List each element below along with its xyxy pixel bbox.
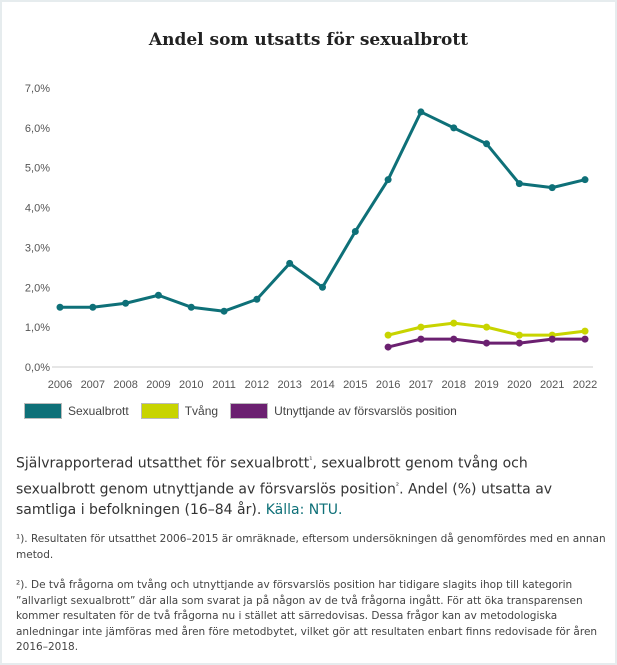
y-tick-label: 1,0% <box>25 322 50 334</box>
data-point <box>253 295 261 303</box>
series-line-0 <box>60 110 586 313</box>
data-point <box>351 227 359 235</box>
data-point <box>483 339 491 347</box>
x-tick-label: 2017 <box>409 379 433 391</box>
x-tick-label: 2021 <box>540 379 564 391</box>
footnote-2: ²). De två frågorna om tvång och utnyttj… <box>16 579 598 653</box>
data-point <box>581 176 589 184</box>
y-tick-label: 6,0% <box>25 123 50 135</box>
footnote-ref-1: ¹ <box>309 455 313 464</box>
x-tick-label: 2020 <box>507 379 531 391</box>
footnote-1: ¹). Resultaten för utsatthet 2006–2015 ä… <box>16 533 606 561</box>
y-tick-label: 2,0% <box>25 282 50 294</box>
desc-text: . Andel (%) utsatta av samtliga i befolk… <box>16 481 553 519</box>
y-tick-label: 5,0% <box>25 163 50 175</box>
data-point <box>286 259 294 267</box>
data-point <box>450 124 458 132</box>
data-point <box>417 108 425 116</box>
data-point <box>384 331 392 339</box>
legend-item[interactable]: Utnyttjande av försvarslös position <box>230 403 457 419</box>
y-tick-label: 0,0% <box>25 362 50 374</box>
desc-text: , sexualbrott genom tvång och sexualbrot… <box>16 455 528 498</box>
x-tick-label: 2015 <box>343 379 367 391</box>
data-point <box>384 176 392 184</box>
chart-description: Självrapporterad utsatthet för sexualbro… <box>16 449 596 521</box>
legend-label: Utnyttjande av försvarslös position <box>274 404 457 418</box>
y-tick-label: 4,0% <box>25 203 50 215</box>
x-tick-label: 2009 <box>146 379 170 391</box>
chart-title: Andel som utsatts för sexualbrott <box>148 30 469 50</box>
footnote-ref-2: ² <box>395 480 400 490</box>
legend-swatch <box>24 403 62 419</box>
legend-item[interactable]: Tvång <box>140 403 219 419</box>
x-tick-label: 2011 <box>212 379 236 391</box>
line-chart: 0,0% 1,0% 2,0% 3,0% 4,0% 5,0% 6,0% 7,0% 2006 2007… <box>25 83 597 391</box>
y-tick-label: 7,0% <box>25 83 50 95</box>
desc-text: Självrapporterad utsatthet för sexualbro… <box>16 455 310 472</box>
data-point <box>515 339 523 347</box>
x-tick-label: 2012 <box>245 379 269 391</box>
source-link[interactable]: Källa: NTU. <box>265 502 343 519</box>
data-point <box>89 303 97 311</box>
data-point <box>154 291 162 299</box>
x-tick-label: 2006 <box>48 379 72 391</box>
data-point <box>548 184 556 192</box>
data-point <box>417 323 425 331</box>
data-point <box>581 335 589 343</box>
data-point <box>319 283 326 291</box>
y-tick-label: 3,0% <box>25 242 50 254</box>
data-point <box>56 303 64 311</box>
legend-label: Sexualbrott <box>68 404 129 418</box>
data-point <box>548 335 556 343</box>
data-point <box>384 343 392 351</box>
chart-legend: Sexualbrott Tvång Utnyttjande av försvarsl… <box>24 403 469 419</box>
data-point <box>450 319 458 327</box>
x-tick-label: 2018 <box>442 379 466 391</box>
data-point <box>483 140 491 148</box>
legend-label: Tvång <box>184 404 219 418</box>
data-point <box>450 335 458 343</box>
x-tick-label: 2008 <box>113 379 137 391</box>
data-point <box>187 303 195 311</box>
data-point <box>515 180 523 188</box>
data-point <box>483 323 491 331</box>
legend-swatch <box>230 403 269 419</box>
x-tick-label: 2013 <box>277 379 301 391</box>
x-tick-label: 2010 <box>179 379 203 391</box>
x-tick-label: 2016 <box>376 379 400 391</box>
x-tick-label: 2014 <box>310 379 334 391</box>
data-point <box>581 327 589 335</box>
data-point <box>417 335 425 343</box>
x-tick-label: 2022 <box>573 379 597 391</box>
x-tick-label: 2007 <box>81 379 105 391</box>
x-tick-label: 2019 <box>474 379 498 391</box>
data-point <box>220 307 228 315</box>
legend-item[interactable]: Sexualbrott <box>24 403 129 419</box>
data-point <box>515 331 523 339</box>
data-point <box>122 299 130 307</box>
legend-swatch <box>140 403 179 419</box>
